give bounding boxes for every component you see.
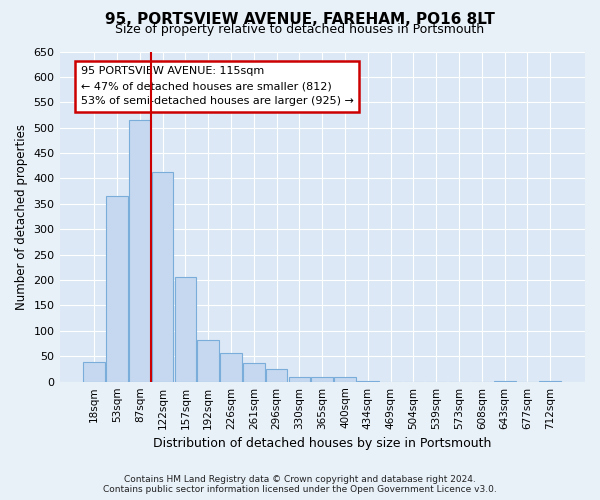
Bar xyxy=(129,120,151,382)
Y-axis label: Number of detached properties: Number of detached properties xyxy=(15,124,28,310)
Text: Size of property relative to detached houses in Portsmouth: Size of property relative to detached ho… xyxy=(115,22,485,36)
Bar xyxy=(152,172,173,382)
Bar xyxy=(266,370,287,382)
Bar xyxy=(539,380,561,382)
Bar xyxy=(197,340,219,382)
Bar xyxy=(243,363,265,382)
Bar xyxy=(289,376,310,382)
Bar xyxy=(334,376,356,382)
Text: 95 PORTSVIEW AVENUE: 115sqm
← 47% of detached houses are smaller (812)
53% of se: 95 PORTSVIEW AVENUE: 115sqm ← 47% of det… xyxy=(80,66,353,106)
Bar xyxy=(83,362,105,382)
Text: 95, PORTSVIEW AVENUE, FAREHAM, PO16 8LT: 95, PORTSVIEW AVENUE, FAREHAM, PO16 8LT xyxy=(105,12,495,28)
Bar xyxy=(357,380,379,382)
Bar xyxy=(220,352,242,382)
Bar xyxy=(311,376,333,382)
Text: Contains HM Land Registry data © Crown copyright and database right 2024.
Contai: Contains HM Land Registry data © Crown c… xyxy=(103,474,497,494)
Bar xyxy=(175,276,196,382)
X-axis label: Distribution of detached houses by size in Portsmouth: Distribution of detached houses by size … xyxy=(153,437,491,450)
Bar xyxy=(106,196,128,382)
Bar xyxy=(494,380,515,382)
